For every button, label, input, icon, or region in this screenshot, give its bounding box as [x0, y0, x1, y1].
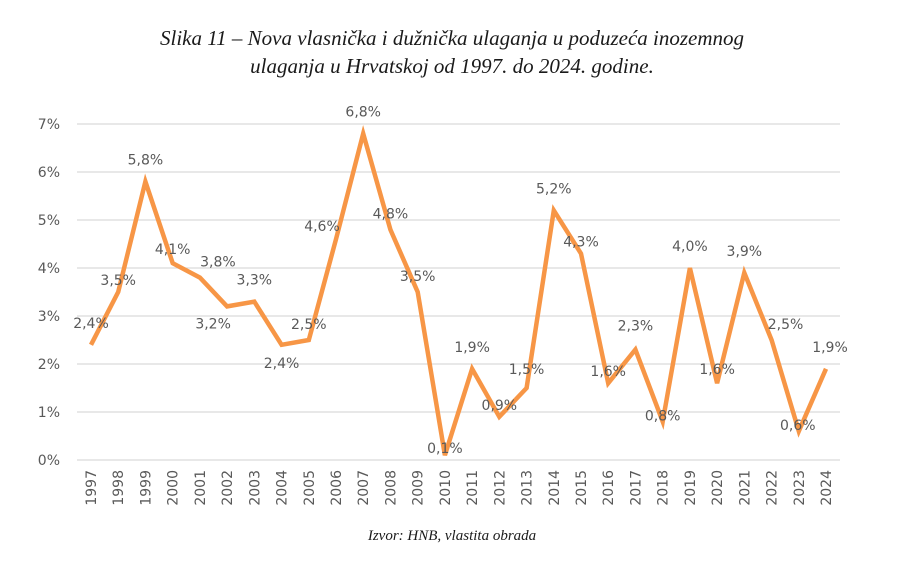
x-tick-label: 2010 [438, 470, 454, 506]
x-tick-label: 2009 [411, 470, 427, 506]
data-label-2016: 1,6% [590, 364, 626, 380]
x-tick-label: 2021 [737, 470, 753, 506]
data-label-2009: 3,5% [400, 269, 436, 285]
x-tick-label: 2008 [383, 470, 399, 506]
x-tick-label: 2016 [601, 470, 617, 506]
x-tick-label: 1999 [138, 470, 154, 506]
x-tick-label: 2000 [166, 470, 182, 506]
y-tick-label: 3% [38, 309, 60, 325]
data-label-2018: 0,8% [645, 409, 681, 425]
x-tick-label: 2003 [247, 470, 263, 506]
data-label-2000: 4,1% [155, 242, 191, 258]
y-tick-label: 2% [38, 357, 60, 373]
y-tick-label: 1% [38, 405, 60, 421]
source-note: Izvor: HNB, vlastita obrada [367, 528, 537, 544]
data-label-2022: 2,5% [768, 317, 804, 333]
data-label-2013: 1,5% [509, 362, 545, 378]
series-line [88, 124, 829, 456]
chart-title-line-1: Slika 11 – Nova vlasnička i dužnička ula… [159, 26, 745, 50]
y-tick-label: 0% [38, 453, 60, 469]
data-label-1998: 3,5% [100, 273, 136, 289]
x-tick-label: 2004 [275, 470, 291, 506]
data-label-2002: 3,2% [195, 316, 231, 332]
x-tick-label: 2024 [819, 470, 835, 506]
x-tick-label: 2006 [329, 470, 345, 506]
x-tick-label: 2011 [465, 470, 481, 506]
data-label-2014: 5,2% [536, 181, 572, 197]
data-label-2015: 4,3% [563, 235, 599, 251]
data-label-2011: 1,9% [454, 340, 490, 356]
data-label-2019: 4,0% [672, 239, 708, 255]
x-tick-label: 2015 [574, 470, 590, 506]
data-label-2007: 6,8% [345, 105, 381, 121]
data-label-2010: 0,1% [427, 441, 463, 457]
x-tick-label: 2012 [492, 470, 508, 506]
data-label-1999: 5,8% [128, 153, 164, 169]
x-tick-label: 2007 [356, 470, 372, 506]
data-label-2005: 2,5% [291, 317, 327, 333]
x-tick-label: 2023 [792, 470, 808, 506]
series-line-path [88, 124, 829, 456]
x-tick-label: 2005 [302, 470, 318, 506]
y-tick-label: 7% [38, 117, 60, 133]
data-labels: 2,4% 3,5% 5,8% 4,1% 3,8% 3,2% 3,3% 2,4% 2,5% 4,6%… [73, 105, 848, 458]
data-label-2023: 0,6% [780, 418, 816, 434]
chart-title-line-2: ulaganja u Hrvatskoj od 1997. do 2024. g… [250, 54, 654, 78]
data-label-2024: 1,9% [812, 340, 848, 356]
gridlines [77, 123, 840, 461]
x-tick-label: 2019 [683, 470, 699, 506]
data-label-2017: 2,3% [618, 319, 654, 335]
x-tick-label: 1998 [111, 470, 127, 506]
x-axis-ticks: 1997 1998 1999 2000 2001 2002 2003 2004 2005 2006… [84, 470, 835, 506]
x-tick-label: 2020 [710, 470, 726, 506]
x-tick-label: 2018 [656, 470, 672, 506]
x-tick-label: 2017 [628, 470, 644, 506]
chart-title: Slika 11 – Nova vlasnička i dužnička ula… [0, 24, 904, 80]
x-tick-label: 2013 [520, 470, 536, 506]
x-tick-label: 2014 [547, 470, 563, 506]
y-axis-ticks: 0% 1% 2% 3% 4% 5% 6% 7% [38, 117, 60, 469]
x-tick-label: 2001 [193, 470, 209, 506]
x-tick-label: 2022 [765, 470, 781, 506]
data-label-2001: 3,8% [200, 255, 236, 271]
data-label-2012: 0,9% [482, 398, 518, 414]
data-label-2021: 3,9% [727, 244, 763, 260]
data-label-2008: 4,8% [373, 207, 409, 223]
y-tick-label: 6% [38, 165, 60, 181]
y-tick-label: 5% [38, 213, 60, 229]
x-tick-label: 1997 [84, 470, 100, 506]
data-label-2004: 2,4% [264, 356, 300, 372]
data-label-2020: 1,6% [699, 362, 735, 378]
data-label-2003: 3,3% [237, 273, 273, 289]
data-label-2006: 4,6% [304, 219, 340, 235]
x-tick-label: 2002 [220, 470, 236, 506]
data-label-1997: 2,4% [73, 316, 109, 332]
y-tick-label: 4% [38, 261, 60, 277]
